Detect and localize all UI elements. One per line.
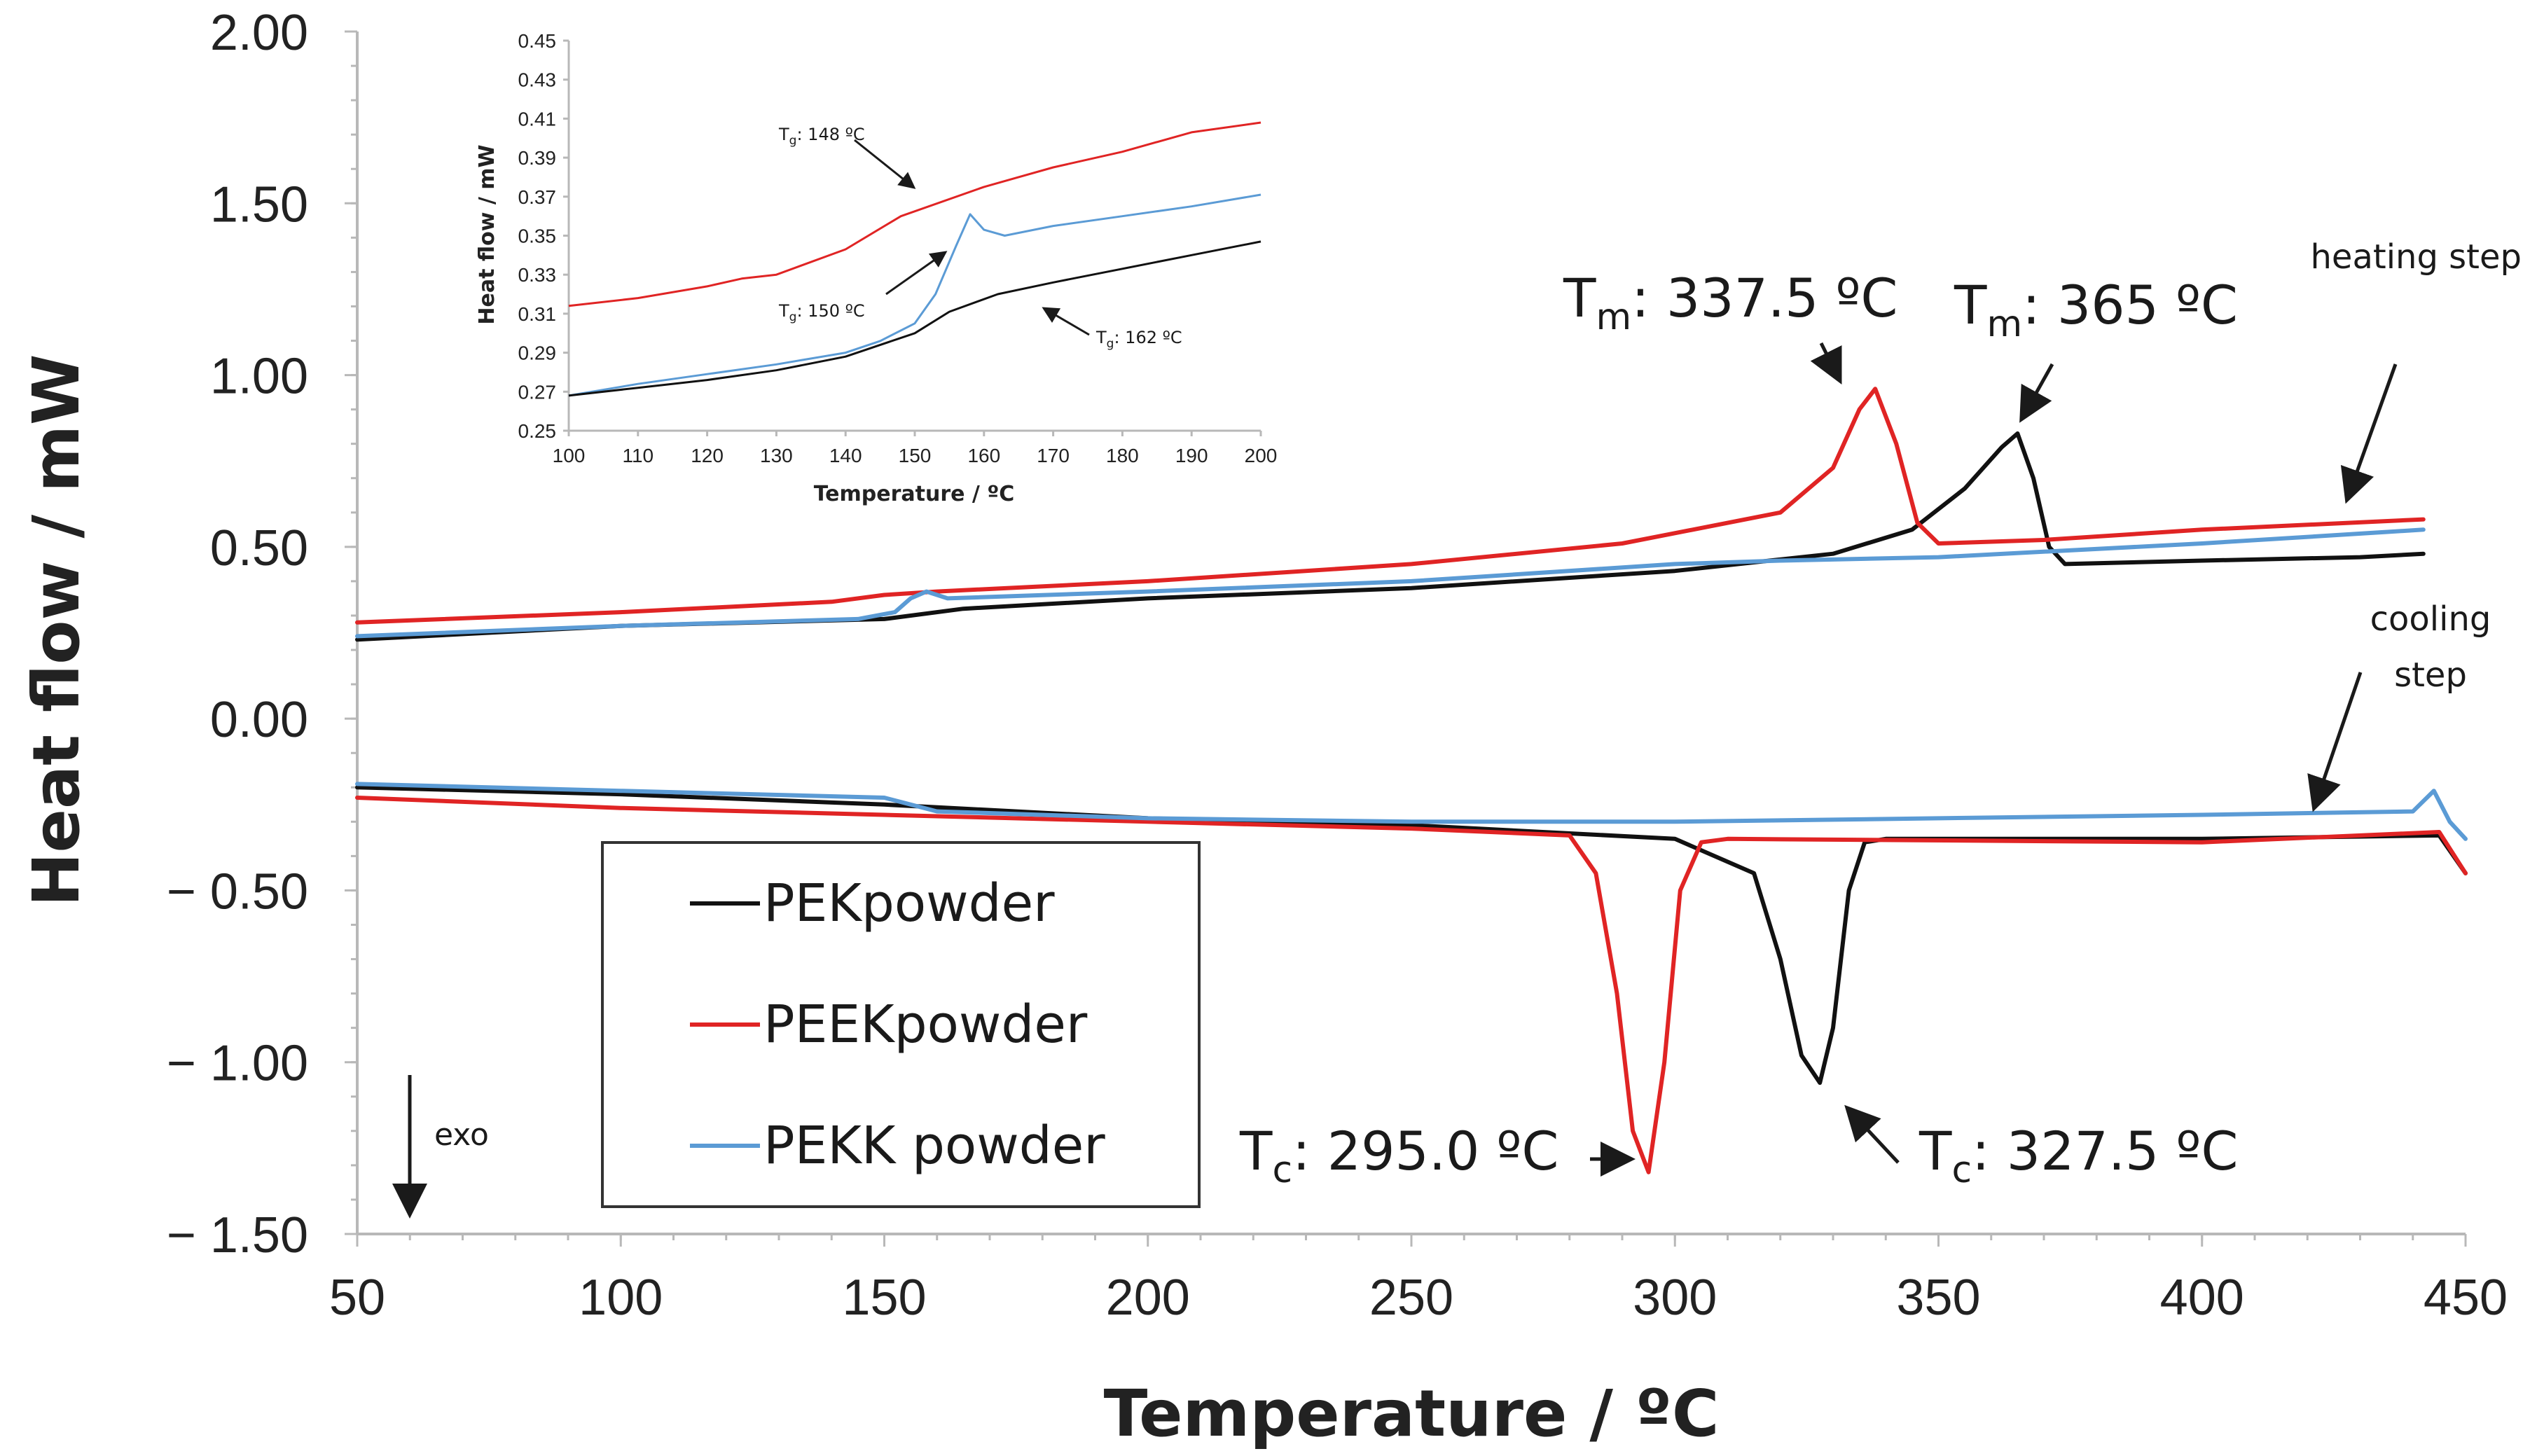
- arrow-tm-pek: [2019, 363, 2054, 423]
- series-line-peek-heating: [355, 387, 2426, 625]
- inset-y-tick-label: 0.31: [518, 303, 557, 325]
- legend-label-pekk: PEKK powder: [763, 1116, 1105, 1176]
- main-x-tick-label: 250: [1369, 1270, 1453, 1326]
- inset-y-tick-label: 0.39: [518, 147, 557, 169]
- inset-x-tick-label: 160: [967, 445, 1000, 466]
- main-x-tick-label: 200: [1106, 1270, 1190, 1326]
- inset-y-tick-label: 0.29: [518, 342, 557, 364]
- cooling-step-label-line1: cooling: [2370, 599, 2491, 639]
- inset-series-group: [568, 121, 1261, 397]
- series-line-peek-cooling: [355, 796, 2468, 1174]
- inset-x-axis-title: Temperature / ºC: [814, 482, 1015, 506]
- inset-y-tick-label: 0.27: [518, 381, 557, 403]
- arrow-heating-step: [2340, 363, 2398, 504]
- inset-x-tick-label: 150: [899, 445, 932, 466]
- cooling-step-label-line2: step: [2394, 656, 2467, 695]
- inset-annotation-tg-pek: Tg: 162 ºC: [1095, 328, 1182, 351]
- main-y-tick-label: 0.00: [210, 692, 308, 748]
- annotation-tc-peek: Tc: 295.0 ºC: [1239, 1120, 1558, 1191]
- legend: PEKpowder PEEKpowder PEKK powder: [601, 841, 1201, 1208]
- inset-y-tick-label: 0.41: [518, 108, 557, 130]
- inset-annotation-tg-pekk: Tg: 150 ºC: [778, 301, 865, 324]
- annotation-tm-pek: Tm: 365 ºC: [1954, 274, 2238, 345]
- inset-annotation-tg-peek: Tg: 148 ºC: [778, 125, 865, 148]
- main-y-tick-label: − 0.50: [167, 864, 308, 920]
- legend-label-pek: PEKpowder: [763, 873, 1055, 934]
- inset-y-tick-label: 0.45: [518, 30, 557, 52]
- main-series-group: [355, 387, 2468, 1174]
- inset-arrow-tg-pekk: [885, 251, 948, 296]
- inset-x-tick-label: 100: [553, 445, 586, 466]
- annotation-tm-peek: Tm: 337.5 ºC: [1563, 267, 1897, 338]
- inset-series-line-peek: [568, 121, 1261, 307]
- inset-x-ticks: 100 110 120 130 140 150 160 170 180 190 200: [553, 431, 1278, 466]
- inset-x-tick-label: 170: [1037, 445, 1070, 466]
- arrow-tm-peek: [1810, 342, 1842, 384]
- inset-x-tick-label: 140: [829, 445, 862, 466]
- inset-chart: 100 110 120 130 140 150 160 170 180 190 200 0.450.…: [475, 30, 1277, 506]
- inset-arrow-tg-peek: [854, 139, 916, 189]
- inset-x-tick-label: 110: [622, 445, 654, 466]
- inset-y-ticks: 0.45 0.43 0.41 0.39 0.37 0.35 0.33 0.31 0.29 0.27…: [518, 30, 569, 442]
- inset-series-line-pekk: [568, 193, 1261, 397]
- inset-series-line-pek: [568, 240, 1261, 397]
- heating-step-label: heating step: [2311, 237, 2522, 277]
- series-line-pekk-heating: [355, 527, 2426, 639]
- series-line-pekk-cooling: [355, 782, 2468, 841]
- inset-y-axis-title: Heat flow / mW: [475, 144, 499, 324]
- main-y-tick-label: − 1.50: [167, 1207, 308, 1263]
- exo-label: exo: [434, 1117, 489, 1153]
- main-x-tick-label: 400: [2160, 1270, 2244, 1326]
- series-line-pek-heating: [355, 431, 2426, 642]
- inset-y-tick-label: 0.35: [518, 226, 557, 247]
- arrow-cooling-step: [2307, 672, 2363, 812]
- annotations: Tm: 337.5 ºC Tm: 365 ºC Tc: 295.0 ºC Tc:…: [392, 237, 2522, 1219]
- annotation-tc-pek: Tc: 327.5 ºC: [1919, 1120, 2238, 1191]
- main-y-tick-label: 1.00: [210, 349, 308, 405]
- main-x-tick-label: 50: [329, 1270, 385, 1326]
- main-x-tick-label: 150: [842, 1270, 926, 1326]
- main-y-ticks: 2.00 1.50 1.00 0.50 0.00 − 0.50 − 1.00 − 1.50: [167, 5, 357, 1263]
- main-y-tick-label: 0.50: [210, 520, 308, 576]
- arrow-tc-pek: [1844, 1104, 1900, 1164]
- inset-y-tick-label: 0.37: [518, 186, 557, 208]
- main-plot-area: 50 100 150 200 250 300 350 400 450 2.00 1.50 1.00 0…: [167, 5, 2508, 1326]
- x-axis-title: Temperature / ºC: [1104, 1376, 1720, 1451]
- inset-x-tick-label: 120: [691, 445, 724, 466]
- main-x-tick-label: 300: [1633, 1270, 1717, 1326]
- inset-y-tick-label: 0.43: [518, 69, 557, 91]
- y-axis-title: Heat flow / mW: [19, 354, 94, 907]
- main-y-tick-label: 1.50: [210, 176, 308, 233]
- inset-x-tick-label: 130: [760, 445, 793, 466]
- main-x-ticks: 50 100 150 200 250 300 350 400 450: [329, 1234, 2508, 1326]
- main-y-tick-label: 2.00: [210, 5, 308, 61]
- inset-background: [569, 41, 1262, 433]
- inset-y-tick-label: 0.33: [518, 264, 557, 286]
- inset-arrow-tg-pek: [1042, 307, 1090, 336]
- main-x-tick-label: 100: [579, 1270, 663, 1326]
- inset-y-tick-label: 0.25: [518, 420, 557, 442]
- inset-x-tick-label: 190: [1175, 445, 1208, 466]
- inset-x-tick-label: 200: [1245, 445, 1278, 466]
- main-x-tick-label: 450: [2424, 1270, 2508, 1326]
- main-y-tick-label: − 1.00: [167, 1036, 308, 1092]
- inset-x-tick-label: 180: [1106, 445, 1139, 466]
- main-x-tick-label: 350: [1896, 1270, 1980, 1326]
- legend-label-peek: PEEKpowder: [763, 994, 1088, 1055]
